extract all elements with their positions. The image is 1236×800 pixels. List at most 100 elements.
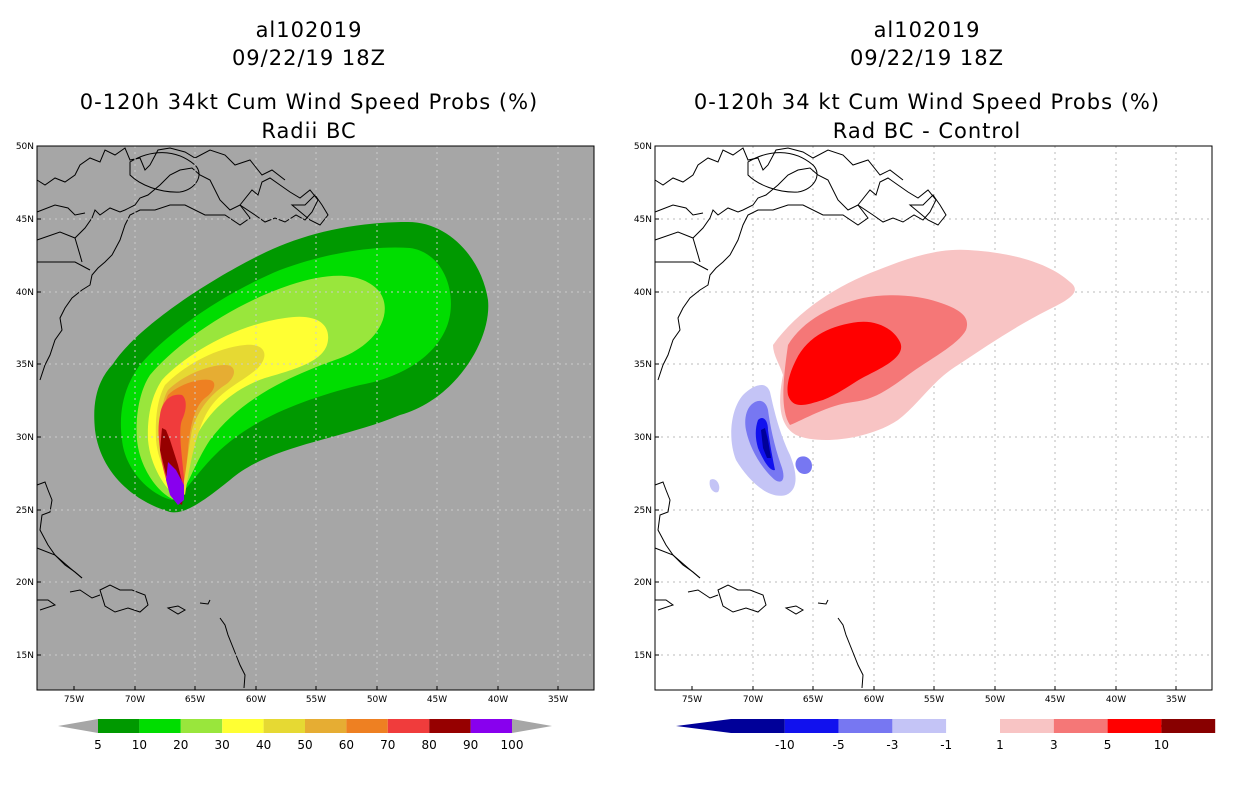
datetime: 09/22/19 18Z: [849, 46, 1005, 70]
lat-label: 35N: [634, 360, 652, 370]
diff-neg-small: [795, 456, 812, 474]
lon-label: 60W: [246, 695, 266, 705]
lon-label: 60W: [864, 695, 884, 705]
lon-label: 65W: [803, 695, 823, 705]
colorbar-label: 50: [297, 738, 312, 752]
lon-labels: 75W 70W 65W 60W 55W 50W 45W 40W 35W: [682, 695, 1186, 705]
lon-label: 50W: [367, 695, 387, 705]
colorbar-box: [222, 719, 264, 733]
difference-contours: [709, 249, 1075, 496]
colorbar-label: 5: [1104, 738, 1112, 752]
colorbar-label: 10: [1154, 738, 1169, 752]
lat-label: 30N: [634, 433, 652, 443]
subtitle: Radii BC: [261, 119, 357, 143]
colorbar: -10 -5 -3 -1 1 3 5 10: [676, 719, 1216, 752]
colorbar-label: -3: [886, 738, 898, 752]
colorbar-label: 40: [256, 738, 271, 752]
lon-label: 65W: [185, 695, 205, 705]
lat-label: 45N: [16, 215, 34, 225]
prob-90: [166, 462, 184, 505]
colorbar-box: [180, 719, 223, 733]
lon-label: 35W: [1166, 695, 1186, 705]
prob-30: [147, 316, 329, 497]
colorbar-label: 30: [215, 738, 230, 752]
map-ticks: [655, 145, 1177, 690]
storm-id: al102019: [255, 18, 363, 42]
colorbar-box: [946, 719, 1000, 733]
coastlines: [654, 147, 947, 689]
colorbar-label: 60: [339, 738, 354, 752]
lon-label: 75W: [64, 695, 84, 705]
lat-label: 50N: [16, 142, 34, 152]
colorbar: 5 10 20 30 40 50 60 70 80 90 100: [58, 719, 552, 752]
lon-label: 75W: [682, 695, 702, 705]
colorbar-box: [784, 719, 839, 733]
lon-label: 70W: [125, 695, 145, 705]
colorbar-box: [892, 719, 947, 733]
colorbar-box: [139, 719, 181, 733]
colorbar-box: [470, 719, 512, 733]
diff-neg-isolated: [709, 479, 720, 493]
lon-label: 45W: [427, 695, 447, 705]
lon-label: 50W: [985, 695, 1005, 705]
colorbar-label: 20: [173, 738, 188, 752]
lat-label: 15N: [634, 651, 652, 661]
right-map: 50N 45N 40N 35N 30N 25N 20N 15N 75W 70W …: [634, 142, 1216, 752]
colorbar-box: [263, 719, 305, 733]
lat-label: 40N: [16, 288, 34, 298]
colorbar-box: [387, 719, 430, 733]
colorbar-label: 70: [380, 738, 395, 752]
lon-label: 70W: [743, 695, 763, 705]
probability-contours: [94, 222, 489, 513]
colorbar-label: 90: [463, 738, 478, 752]
lon-label: 35W: [548, 695, 568, 705]
colorbar-box: [838, 719, 893, 733]
colorbar-label: 1: [996, 738, 1004, 752]
subtitle: Rad BC - Control: [832, 119, 1022, 143]
colorbar-label: -1: [940, 738, 952, 752]
datetime: 09/22/19 18Z: [231, 46, 387, 70]
lat-label: 15N: [16, 651, 34, 661]
left-map: 50N 45N 40N 35N 30N 25N 20N 15N 75W 70W …: [16, 142, 595, 752]
colorbar-box: [1053, 719, 1108, 733]
colorbar-box: [731, 719, 785, 733]
lat-label: 25N: [634, 506, 652, 516]
colorbar-low-arrow: [58, 719, 98, 733]
lat-labels: 50N 45N 40N 35N 30N 25N 20N 15N: [634, 142, 652, 661]
product-title: 0-120h 34kt Cum Wind Speed Probs (%): [79, 90, 539, 114]
lat-label: 40N: [634, 288, 652, 298]
lon-label: 40W: [488, 695, 508, 705]
colorbar-high-arrow: [512, 719, 552, 733]
colorbar-box: [98, 719, 140, 733]
colorbar-label: 100: [501, 738, 524, 752]
colorbar-label: 3: [1050, 738, 1058, 752]
lat-label: 20N: [16, 578, 34, 588]
product-title: 0-120h 34 kt Cum Wind Speed Probs (%): [693, 90, 1161, 114]
left-panel: al102019 09/22/19 18Z 0-120h 34kt Cum Wi…: [16, 18, 595, 752]
colorbar-box: [1107, 719, 1162, 733]
lat-label: 25N: [16, 506, 34, 516]
grid-lines: [37, 146, 594, 690]
lat-label: 45N: [634, 215, 652, 225]
lat-label: 50N: [634, 142, 652, 152]
lon-label: 55W: [924, 695, 944, 705]
lon-label: 55W: [306, 695, 326, 705]
colorbar-box: [346, 719, 388, 733]
map-ticks: [37, 145, 559, 690]
lat-label: 35N: [16, 360, 34, 370]
colorbar-box: [1161, 719, 1216, 733]
diff-neg-10: [761, 428, 771, 458]
colorbar-label: 5: [94, 738, 102, 752]
colorbar-box: [305, 719, 347, 733]
colorbar-label: -10: [775, 738, 795, 752]
colorbar-box: [1000, 719, 1054, 733]
diff-5-10: [787, 321, 902, 405]
lat-label: 20N: [634, 578, 652, 588]
lat-labels: 50N 45N 40N 35N 30N 25N 20N 15N: [16, 142, 34, 661]
lon-labels: 75W 70W 65W 60W 55W 50W 45W 40W 35W: [64, 695, 568, 705]
colorbar-low-arrow: [676, 719, 731, 733]
storm-id: al102019: [873, 18, 981, 42]
colorbar-label: -5: [833, 738, 845, 752]
right-panel: al102019 09/22/19 18Z 0-120h 34 kt Cum W…: [618, 0, 1236, 800]
lon-label: 40W: [1106, 695, 1126, 705]
